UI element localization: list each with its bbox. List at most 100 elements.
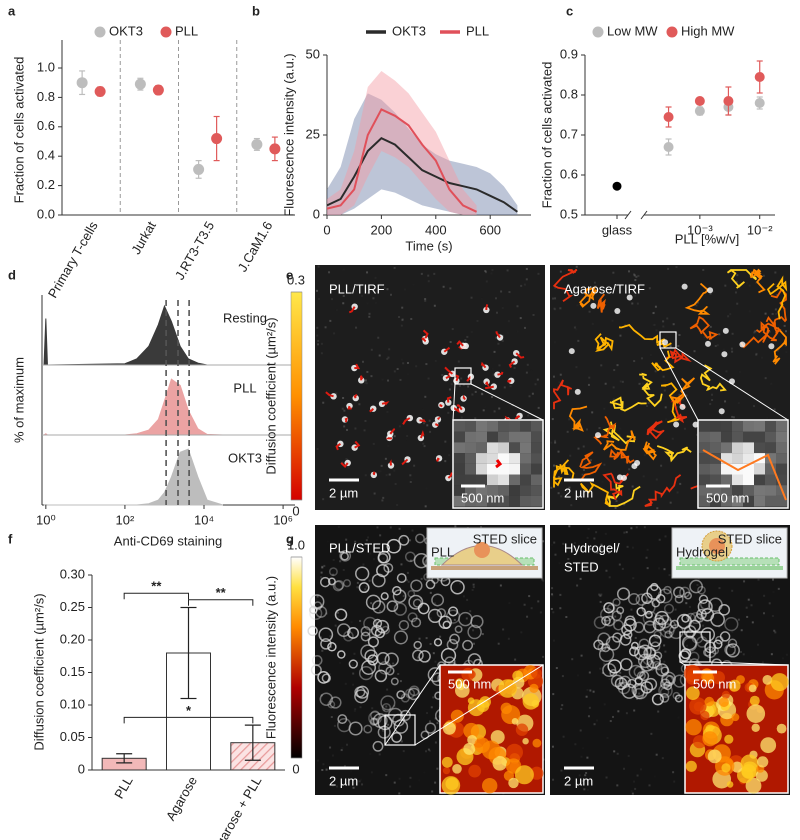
noise bbox=[503, 386, 506, 389]
noise bbox=[573, 326, 576, 329]
noise bbox=[386, 288, 389, 291]
vesicle bbox=[347, 626, 360, 639]
noise bbox=[407, 580, 410, 583]
noise bbox=[753, 331, 756, 334]
noise bbox=[400, 628, 403, 631]
noise bbox=[608, 547, 611, 550]
inset-pixel bbox=[710, 453, 721, 464]
noise bbox=[663, 660, 666, 663]
noise bbox=[336, 611, 339, 614]
inset-pixel bbox=[699, 485, 710, 496]
noise bbox=[372, 558, 375, 561]
vesicle bbox=[725, 643, 740, 658]
noise bbox=[422, 422, 425, 425]
noise bbox=[525, 278, 528, 281]
vesicle bbox=[424, 722, 437, 734]
noise bbox=[364, 474, 367, 477]
inset-pixel bbox=[699, 453, 710, 464]
noise bbox=[325, 768, 328, 771]
noise bbox=[396, 699, 398, 701]
noise bbox=[655, 478, 658, 481]
y-axis-label: Fluorescence intensity (a.u.) bbox=[281, 53, 296, 216]
vesicle bbox=[630, 641, 639, 650]
noise bbox=[772, 578, 775, 581]
noise bbox=[774, 631, 777, 634]
noise bbox=[354, 540, 357, 543]
vesicle bbox=[631, 683, 646, 698]
noise bbox=[578, 774, 581, 777]
noise bbox=[450, 383, 453, 386]
inset-pixel bbox=[710, 474, 721, 486]
noise bbox=[481, 792, 484, 795]
noise bbox=[577, 447, 580, 450]
track bbox=[421, 337, 427, 343]
vesicle bbox=[448, 606, 459, 617]
noise bbox=[387, 356, 390, 359]
noise bbox=[366, 370, 369, 373]
inset-blob bbox=[500, 702, 512, 714]
legend-label: PLL bbox=[175, 23, 198, 38]
noise bbox=[776, 349, 779, 352]
vesicle bbox=[372, 740, 384, 752]
x-tick-label: 0 bbox=[323, 222, 330, 237]
noise bbox=[632, 577, 635, 580]
noise bbox=[773, 629, 776, 632]
noise bbox=[508, 602, 511, 605]
particle bbox=[704, 340, 711, 347]
y-tick-label: 0.4 bbox=[37, 148, 55, 163]
vesicle bbox=[355, 685, 370, 699]
track bbox=[389, 459, 392, 466]
vesicle bbox=[663, 603, 675, 614]
noise bbox=[755, 353, 758, 356]
noise bbox=[559, 607, 562, 610]
inset-blob bbox=[755, 769, 768, 782]
noise bbox=[406, 361, 409, 364]
inset-pixel bbox=[476, 485, 487, 496]
noise bbox=[784, 330, 787, 333]
noise bbox=[427, 377, 430, 380]
noise bbox=[525, 371, 528, 374]
inset-pixel bbox=[732, 453, 743, 464]
track bbox=[455, 374, 460, 382]
noise bbox=[662, 320, 665, 323]
noise bbox=[484, 271, 487, 274]
noise bbox=[367, 536, 370, 539]
inset-pixel bbox=[699, 431, 710, 443]
inset-pixel bbox=[721, 495, 732, 507]
vesicle bbox=[320, 638, 332, 650]
noise bbox=[714, 344, 717, 347]
noise bbox=[356, 586, 359, 589]
scale-bar-label: 500 nm bbox=[706, 490, 749, 505]
noise bbox=[658, 538, 661, 541]
legend-label: High MW bbox=[681, 23, 735, 38]
noise bbox=[417, 656, 420, 659]
noise bbox=[324, 326, 327, 329]
track bbox=[359, 375, 364, 381]
noise bbox=[337, 525, 340, 528]
noise bbox=[751, 621, 754, 624]
noise bbox=[507, 637, 510, 640]
noise bbox=[623, 503, 626, 506]
x-tick-label: J.CaM1.6 bbox=[235, 219, 276, 275]
track bbox=[684, 282, 711, 315]
inset-pixel bbox=[454, 463, 465, 475]
noise bbox=[501, 339, 504, 342]
zoom-line bbox=[452, 383, 544, 421]
noise bbox=[575, 328, 578, 331]
noise bbox=[731, 332, 734, 335]
noise bbox=[320, 636, 323, 639]
track bbox=[325, 391, 334, 398]
inset-blob bbox=[463, 742, 476, 755]
noise bbox=[638, 692, 641, 695]
noise bbox=[633, 360, 636, 363]
noise bbox=[343, 409, 346, 412]
noise bbox=[373, 492, 376, 495]
y-tick-label: 0.2 bbox=[37, 177, 55, 192]
noise bbox=[382, 496, 385, 499]
noise bbox=[600, 593, 603, 596]
vesicle bbox=[410, 579, 423, 592]
schematic-label: Hydrogel bbox=[676, 544, 728, 559]
noise bbox=[677, 344, 680, 347]
track bbox=[419, 430, 425, 439]
legend-label: Low MW bbox=[607, 23, 658, 38]
